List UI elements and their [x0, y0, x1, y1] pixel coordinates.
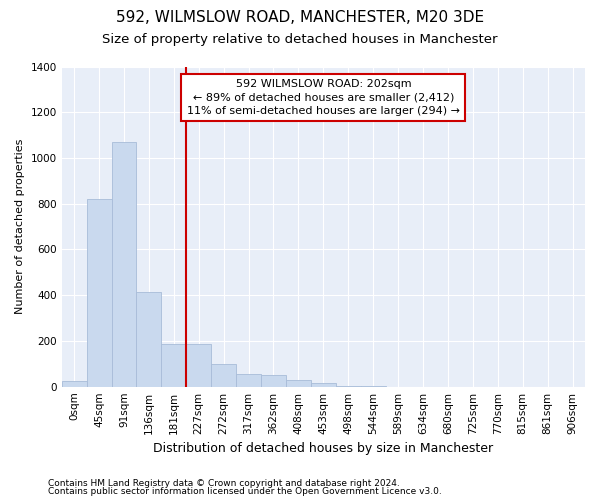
Bar	[86, 199, 112, 386]
Bar	[112, 142, 136, 386]
Bar	[62, 381, 86, 386]
Y-axis label: Number of detached properties: Number of detached properties	[15, 139, 25, 314]
Text: Size of property relative to detached houses in Manchester: Size of property relative to detached ho…	[102, 32, 498, 46]
Bar	[286, 380, 311, 386]
Bar	[161, 344, 186, 387]
Text: Contains HM Land Registry data © Crown copyright and database right 2024.: Contains HM Land Registry data © Crown c…	[48, 478, 400, 488]
Text: 592 WILMSLOW ROAD: 202sqm
← 89% of detached houses are smaller (2,412)
11% of se: 592 WILMSLOW ROAD: 202sqm ← 89% of detac…	[187, 80, 460, 116]
Bar	[211, 364, 236, 386]
Bar	[236, 374, 261, 386]
Bar	[136, 292, 161, 386]
X-axis label: Distribution of detached houses by size in Manchester: Distribution of detached houses by size …	[153, 442, 493, 455]
Text: Contains public sector information licensed under the Open Government Licence v3: Contains public sector information licen…	[48, 487, 442, 496]
Bar	[186, 344, 211, 387]
Bar	[311, 384, 336, 386]
Text: 592, WILMSLOW ROAD, MANCHESTER, M20 3DE: 592, WILMSLOW ROAD, MANCHESTER, M20 3DE	[116, 10, 484, 25]
Bar	[261, 375, 286, 386]
